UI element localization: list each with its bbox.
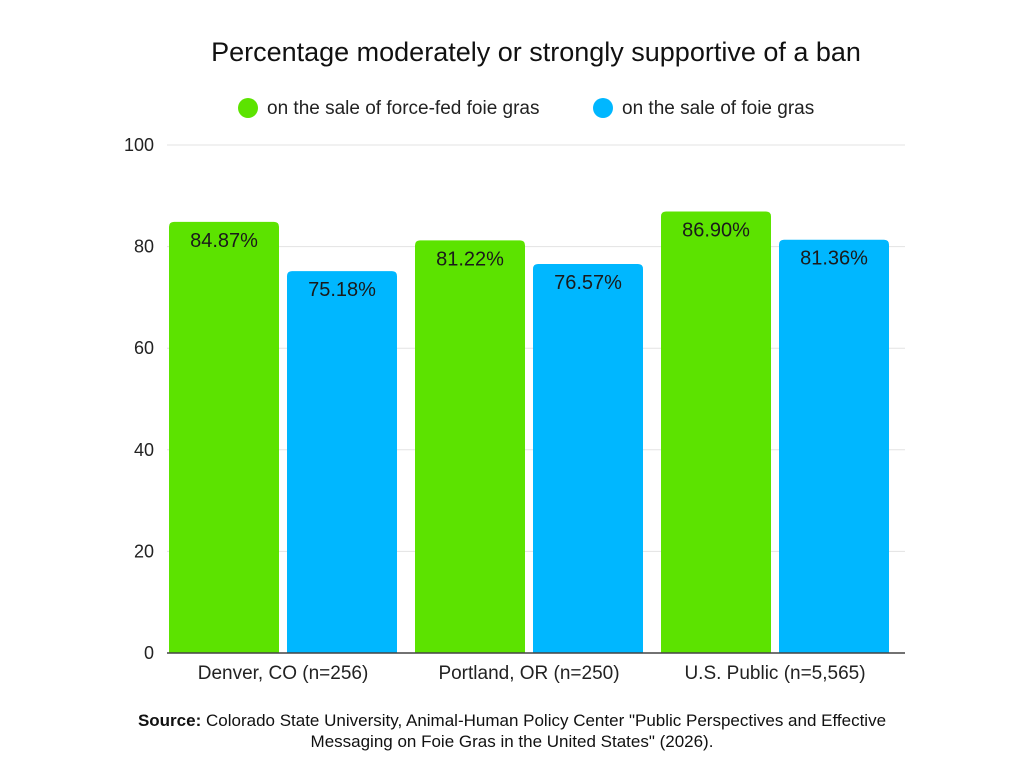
y-tick-label: 40 [134,440,154,460]
data-label: 81.36% [800,248,868,270]
y-tick-label: 60 [134,338,154,358]
legend-swatch-foie-gras [593,98,613,118]
x-category-label: Denver, CO (n=256) [198,663,369,684]
data-label: 75.18% [308,279,376,301]
y-axis-ticks: 0 20 40 60 80 100 [124,135,154,663]
chart-title: Percentage moderately or strongly suppor… [211,37,861,67]
data-label: 76.57% [554,272,622,294]
y-tick-label: 80 [134,237,154,257]
legend-label-foie-gras: on the sale of foie gras [622,98,814,119]
data-label: 86.90% [682,220,750,242]
bar-foie-gras-0 [287,271,397,653]
source-label: Source: [137,711,202,730]
legend: on the sale of force-fed foie gras on th… [238,98,814,119]
source-text: Colorado State University, Animal-Human … [205,711,887,751]
data-labels: 84.87% 75.18% 81.22% 76.57% 86.90% 81.36% [190,220,868,302]
y-tick-label: 0 [144,643,154,663]
y-tick-label: 100 [124,135,154,155]
legend-label-force-fed: on the sale of force-fed foie gras [267,98,540,119]
bar-foie-gras-1 [533,264,643,653]
bar-force-fed-0 [169,221,279,653]
legend-swatch-force-fed [238,98,258,118]
bar-foie-gras-2 [779,239,889,653]
x-category-label: Portland, OR (n=250) [438,663,619,684]
source-note: Source: Colorado State University, Anima… [112,710,912,752]
bars [169,211,889,653]
bar-force-fed-2 [661,211,771,653]
x-category-label: U.S. Public (n=5,565) [684,663,865,684]
y-tick-label: 20 [134,541,154,561]
data-label: 84.87% [190,230,258,252]
bar-force-fed-1 [415,240,525,653]
x-axis-labels: Denver, CO (n=256) Portland, OR (n=250) U.… [198,663,866,684]
data-label: 81.22% [436,248,504,270]
